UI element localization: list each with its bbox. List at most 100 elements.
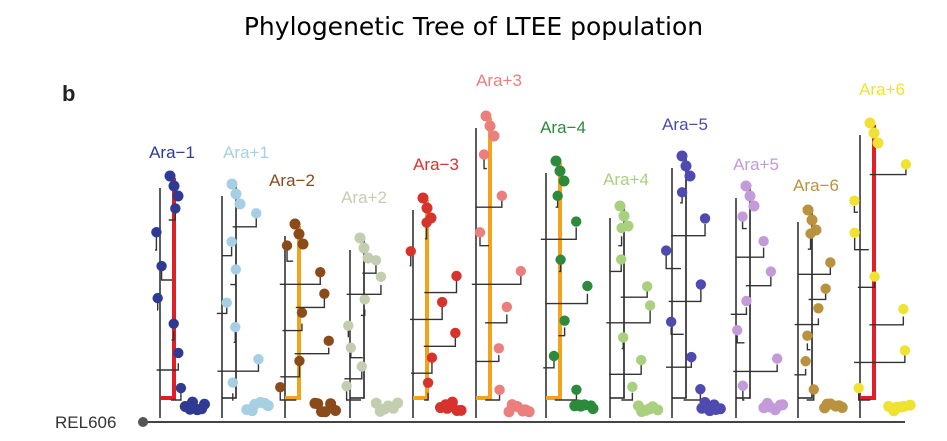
tree-branch [170, 392, 182, 401]
highlighted-lineage [736, 188, 751, 399]
sample-node [808, 384, 819, 395]
population-label: Ara+1 [223, 143, 269, 162]
sample-node [748, 200, 760, 212]
highlighted-lineage [160, 178, 176, 400]
sample-node [275, 381, 286, 393]
tree-branch [794, 368, 807, 376]
sample-node [849, 227, 860, 238]
sample-node [676, 187, 688, 198]
tree-branch [558, 264, 562, 273]
tree-branch [424, 280, 458, 294]
sample-node [493, 343, 505, 354]
sample-node [765, 266, 777, 277]
sample-node [227, 377, 239, 388]
sample-node [405, 246, 416, 257]
sample-node [864, 117, 876, 129]
highlighted-lineage [672, 158, 687, 399]
sample-node [618, 210, 630, 222]
sample-node [571, 384, 582, 395]
highlighted-lineage [413, 200, 429, 400]
sample-node [686, 351, 697, 363]
sample-node [627, 381, 638, 393]
sample-node [665, 316, 677, 328]
sample-node [548, 350, 560, 362]
sample-node [644, 300, 656, 311]
sample-node [496, 190, 508, 202]
sample-node [392, 397, 404, 409]
sample-node [375, 271, 387, 283]
tree-branch [736, 335, 745, 344]
sample-node [230, 321, 241, 333]
sample-node [820, 283, 831, 294]
sample-node [293, 228, 305, 240]
sample-node [173, 347, 184, 359]
sample-node [281, 240, 293, 251]
highlighted-lineage [350, 240, 365, 399]
sample-node [341, 380, 352, 392]
sample-node [422, 377, 434, 389]
sample-node [869, 271, 880, 282]
sample-node [641, 281, 653, 292]
sample-node [853, 382, 864, 394]
sample-node [714, 403, 726, 415]
sample-node [343, 320, 354, 331]
clade-4: Ara+2 [341, 188, 404, 418]
tree-branch [171, 331, 175, 341]
sample-node [170, 203, 181, 214]
sample-node [370, 397, 382, 409]
sample-node [558, 175, 570, 187]
sample-node [695, 384, 706, 395]
sample-node [515, 265, 527, 277]
sample-node [474, 227, 486, 238]
sample-node [356, 361, 367, 372]
sample-node [253, 354, 264, 365]
sample-node [904, 399, 916, 411]
sample-node [550, 155, 562, 167]
sample-node [446, 396, 458, 408]
tree-branch [807, 234, 812, 250]
tree-branch [609, 262, 622, 273]
sample-node [699, 397, 711, 409]
root-node [138, 417, 148, 427]
sample-node [680, 160, 692, 172]
sample-node [168, 180, 180, 192]
tree-branch [286, 248, 294, 262]
highlighted-lineage [860, 125, 876, 400]
tree-branch [230, 271, 237, 286]
population-label: Ara−4 [540, 118, 586, 137]
tree-branch [294, 347, 330, 355]
sample-node [802, 204, 814, 216]
highlighted-lineage [610, 208, 625, 399]
tree-branch [730, 307, 748, 315]
sample-node [813, 303, 824, 314]
sample-node [635, 354, 647, 366]
sample-node [741, 295, 752, 307]
tree-branch [671, 224, 706, 237]
tree-branch [160, 268, 173, 281]
sample-node [230, 188, 242, 200]
tree-branch [424, 392, 429, 401]
tree-branch [735, 247, 765, 258]
tree-branch [540, 227, 577, 240]
sample-node [744, 190, 756, 202]
clade-11: Ara−6 [793, 176, 848, 418]
population-label: Ara−2 [269, 171, 315, 190]
clade-5: Ara−3 [405, 155, 467, 418]
sample-node [559, 315, 570, 326]
sample-node [425, 212, 437, 224]
clade-10: Ara+5 [730, 155, 789, 418]
sample-node [777, 399, 789, 411]
sample-node [421, 202, 433, 214]
sample-node [345, 342, 357, 353]
sample-node [587, 403, 599, 415]
tree-branch [545, 293, 589, 305]
sample-node [262, 400, 274, 412]
tree-branch [362, 264, 377, 274]
sample-node [294, 355, 305, 367]
tree-branch [670, 327, 684, 335]
tree-branch [221, 245, 233, 257]
sample-node [198, 398, 210, 410]
tree-branch [621, 392, 634, 401]
